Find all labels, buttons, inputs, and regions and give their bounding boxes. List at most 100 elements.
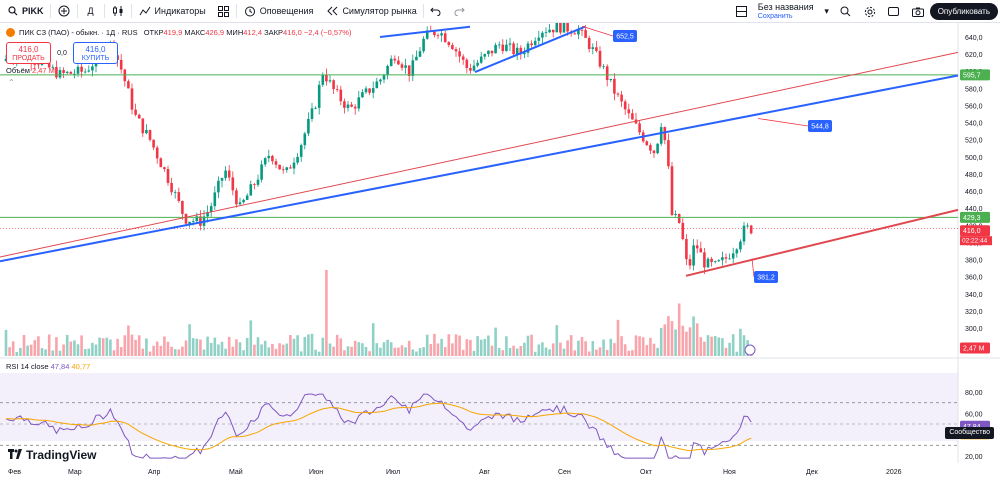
volume-bar — [206, 336, 209, 356]
volume-bar — [328, 343, 332, 356]
candle-body — [296, 156, 299, 163]
candle-body — [721, 257, 724, 261]
candle-body — [515, 47, 519, 55]
volume-bar — [62, 344, 65, 356]
interval-button[interactable]: Д — [87, 6, 94, 16]
candle-body — [65, 71, 69, 73]
candle-body — [393, 58, 397, 61]
candle-body — [321, 74, 325, 85]
volume-bar — [616, 319, 620, 356]
volume-bar — [267, 347, 271, 356]
layout-name[interactable]: Без названия Сохранить — [752, 2, 820, 21]
compare-button[interactable] — [51, 0, 77, 23]
volume-legend: Объём 2,47 M — [6, 66, 55, 75]
candle-body — [559, 23, 562, 33]
volume-bar — [15, 351, 19, 356]
layout-icon-button[interactable] — [732, 0, 752, 23]
candle-body — [235, 190, 238, 205]
volume-bar — [116, 338, 119, 356]
volume-bar — [361, 343, 364, 356]
candle-body — [505, 44, 508, 52]
layout-menu-button[interactable]: ▾ — [820, 0, 834, 23]
tradingview-logo[interactable]: TradingView — [8, 448, 96, 462]
callout-mid-pointer — [757, 118, 809, 127]
volume-bar — [692, 316, 695, 356]
symbol-search[interactable]: PIKK — [0, 0, 50, 23]
collapse-legend-button[interactable]: ⌃ — [8, 78, 15, 87]
alerts-button[interactable]: Оповещения — [237, 0, 320, 23]
buy-button[interactable]: 416,0 КУПИТЬ — [73, 42, 118, 64]
candle-body — [533, 40, 537, 46]
volume-bar — [44, 349, 47, 356]
candle-body — [465, 59, 469, 69]
candle-body — [260, 164, 263, 180]
resistance-tag: 595,7 — [963, 72, 981, 79]
candle-body — [605, 66, 609, 81]
candle-body — [335, 89, 339, 90]
brand-name: TradingView — [26, 448, 97, 462]
price-chart[interactable]: 640,0620,0600,0580,0560,0540,0520,0500,0… — [0, 23, 1000, 463]
candle-body — [191, 221, 195, 222]
candle-body — [371, 88, 375, 93]
candle-body — [33, 64, 37, 65]
time-axis[interactable]: Фев Мар Апр Май Июн Июл Авг Сен Окт Ноя Дек 2026 — [0, 469, 1000, 481]
candle-body — [623, 101, 627, 110]
candle-body — [303, 133, 307, 146]
candle-body — [357, 97, 361, 109]
ohlc-values: ОТКР419,9 МАКС426,9 МИН412,4 ЗАКР416,0 −… — [143, 28, 352, 37]
callout-mid-label: 544,8 — [811, 124, 829, 131]
volume-bar — [652, 343, 656, 356]
candle-body — [688, 259, 692, 266]
volume-bar — [677, 303, 681, 356]
candle-body — [152, 139, 155, 148]
volume-bar — [339, 338, 343, 356]
volume-bar — [170, 346, 173, 356]
indicators-button[interactable]: Индикаторы — [132, 0, 212, 23]
candle-body — [425, 30, 429, 39]
indicators-icon — [138, 4, 152, 18]
volume-bar — [713, 335, 717, 356]
price-axis-label: 300,0 — [965, 326, 983, 333]
candle-body — [256, 179, 260, 185]
undo-button[interactable] — [424, 0, 448, 23]
candle-body — [137, 114, 141, 119]
volume-bar — [569, 335, 573, 356]
snapshot-button[interactable] — [906, 0, 930, 23]
volume-bar — [404, 347, 407, 356]
candle-body — [407, 65, 411, 76]
replay-button[interactable]: Симулятор рынка — [319, 0, 422, 23]
settings-button[interactable] — [858, 0, 882, 23]
quick-search-button[interactable] — [834, 0, 858, 23]
volume-bar — [155, 341, 159, 356]
candle-body — [299, 145, 303, 157]
volume-bar — [152, 345, 155, 356]
candle-body — [37, 64, 40, 66]
volume-bar — [724, 347, 728, 356]
volume-bar — [681, 325, 685, 356]
volume-bar — [8, 347, 11, 356]
volume-bar — [307, 334, 310, 356]
sell-button[interactable]: 416,0 ПРОДАТЬ — [6, 42, 51, 64]
candle-body — [368, 88, 371, 93]
candle-body — [134, 109, 137, 115]
publish-button[interactable]: Опубликовать — [929, 3, 998, 20]
volume-bar — [728, 342, 731, 356]
redo-button[interactable] — [448, 0, 472, 23]
volume-bar — [91, 342, 94, 356]
tv-logo-icon — [8, 448, 22, 462]
candle-body — [119, 59, 123, 70]
candle-body — [375, 81, 379, 89]
volume-bar — [505, 336, 508, 356]
top-trend-line — [379, 25, 471, 38]
candle-body — [613, 78, 616, 94]
fullscreen-button[interactable] — [882, 0, 906, 23]
candle-body — [253, 184, 256, 185]
rsi-ma-line — [5, 402, 752, 452]
candle-body — [681, 222, 685, 240]
rsi-pane-background — [0, 373, 958, 441]
chart-type-button[interactable] — [105, 0, 131, 23]
community-button[interactable]: Сообщество — [945, 427, 994, 439]
candle-body — [659, 127, 663, 144]
templates-button[interactable] — [212, 0, 236, 23]
candle-body — [249, 184, 253, 196]
